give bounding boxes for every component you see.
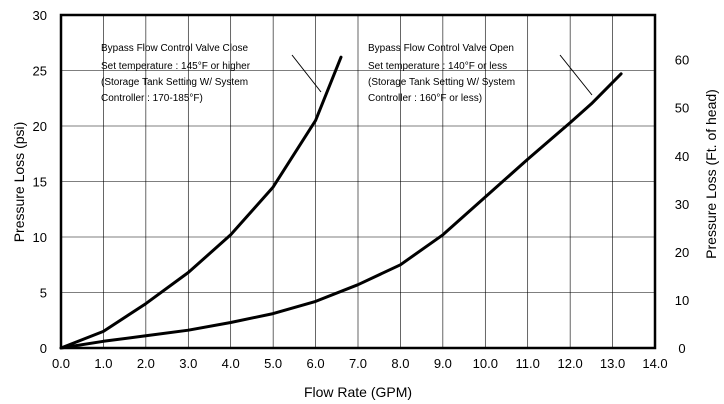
x-tick-label: 7.0: [349, 356, 367, 371]
series-line-valve-open: [59, 72, 623, 350]
annotation-open: Bypass Flow Control Valve Open Set tempe…: [368, 43, 593, 104]
tick-labels: 0.0 1.0 2.0 3.0 4.0 5.0 6.0 7.0 8.0 9.0 10.0 11.0 12…: [33, 8, 690, 371]
y-tick-label: 5: [40, 286, 47, 301]
x-tick-label: 10.0: [473, 356, 498, 371]
y-axis-label: Pressure Loss (psi): [11, 122, 27, 243]
x-tick-label: 5.0: [264, 356, 282, 371]
annotation-close-line-4: Controller : 170-185°F): [101, 93, 203, 104]
y-tick-label: 30: [33, 8, 47, 23]
x-tick-label: 13.0: [600, 356, 625, 371]
x-tick-label: 11.0: [516, 356, 540, 371]
x-tick-label: 12.0: [557, 356, 582, 371]
y-tick-label: 10: [33, 230, 47, 245]
annotation-close-leader: [291, 54, 322, 93]
x-axis-label: Flow Rate (GPM): [304, 384, 412, 400]
y-tick-label: 20: [33, 119, 47, 134]
x-tick-label: 8.0: [391, 356, 409, 371]
y2-axis-label: Pressure Loss (Ft. of head): [703, 89, 719, 259]
annotation-close-line-1: Bypass Flow Control Valve Close: [101, 43, 249, 54]
x-tick-label: 0.0: [52, 356, 70, 371]
series-line-valve-close: [59, 55, 343, 350]
x-tick-label: 2.0: [137, 356, 155, 371]
y2-tick-label: 20: [675, 245, 689, 260]
annotation-open-line-2: Set temperature : 140°F or less: [368, 61, 507, 72]
x-tick-label: 1.0: [94, 356, 112, 371]
annotation-open-line-1: Bypass Flow Control Valve Open: [368, 43, 514, 54]
y-tick-label: 0: [40, 341, 47, 356]
y2-tick-label: 30: [675, 197, 689, 212]
y2-tick-label: 60: [675, 53, 689, 68]
annotation-open-leader: [559, 54, 593, 96]
x-tick-label: 3.0: [179, 356, 197, 371]
grid-lines: [61, 15, 655, 348]
annotation-open-line-4: Controller : 160°F or less): [368, 93, 482, 104]
annotation-open-line-3: (Storage Tank Setting W/ System: [368, 77, 515, 88]
x-tick-label: 6.0: [307, 356, 325, 371]
y2-tick-label: 10: [675, 293, 689, 308]
y-tick-label: 25: [33, 64, 47, 79]
y2-tick-label: 0: [678, 341, 685, 356]
x-tick-label: 4.0: [222, 356, 240, 371]
x-tick-label: 14.0: [642, 356, 667, 371]
curves: [59, 55, 623, 350]
y2-tick-label: 40: [675, 149, 689, 164]
annotation-close-line-2: Set temperature : 145°F or higher: [101, 61, 251, 72]
y2-tick-label: 50: [675, 101, 689, 116]
x-tick-label: 9.0: [434, 356, 452, 371]
annotation-close-line-3: (Storage Tank Setting W/ System: [101, 77, 248, 88]
plot-frame: [59, 13, 657, 350]
y-tick-label: 15: [33, 175, 47, 190]
annotation-close: Bypass Flow Control Valve Close Set temp…: [101, 43, 322, 104]
